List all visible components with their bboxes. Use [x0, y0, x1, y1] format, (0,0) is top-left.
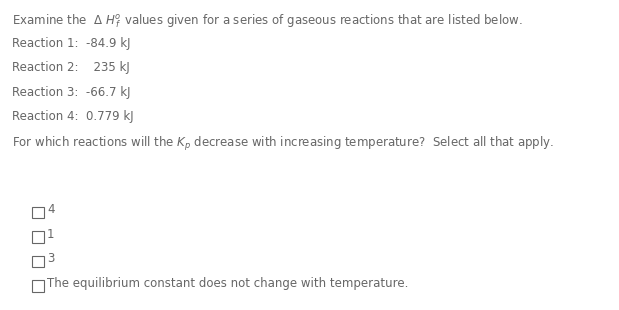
Text: The equilibrium constant does not change with temperature.: The equilibrium constant does not change… [47, 277, 409, 290]
Text: 1: 1 [47, 228, 54, 241]
Text: Reaction 4:  0.779 kJ: Reaction 4: 0.779 kJ [12, 110, 134, 123]
Bar [32, 231, 43, 243]
Text: Reaction 1:  -84.9 kJ: Reaction 1: -84.9 kJ [12, 37, 131, 50]
Text: For which reactions will the $K_p$ decrease with increasing temperature?  Select: For which reactions will the $K_p$ decre… [12, 135, 554, 153]
Text: 3: 3 [47, 252, 54, 265]
Bar [32, 207, 43, 218]
Text: Reaction 2:    235 kJ: Reaction 2: 235 kJ [12, 61, 130, 74]
Bar [32, 256, 43, 267]
Text: 4: 4 [47, 203, 54, 216]
Text: Examine the  $\Delta\ H_{\,f}^{o}$ values given for a series of gaseous reaction: Examine the $\Delta\ H_{\,f}^{o}$ values… [12, 12, 522, 29]
Bar [32, 280, 43, 292]
Text: Reaction 3:  -66.7 kJ: Reaction 3: -66.7 kJ [12, 86, 131, 99]
